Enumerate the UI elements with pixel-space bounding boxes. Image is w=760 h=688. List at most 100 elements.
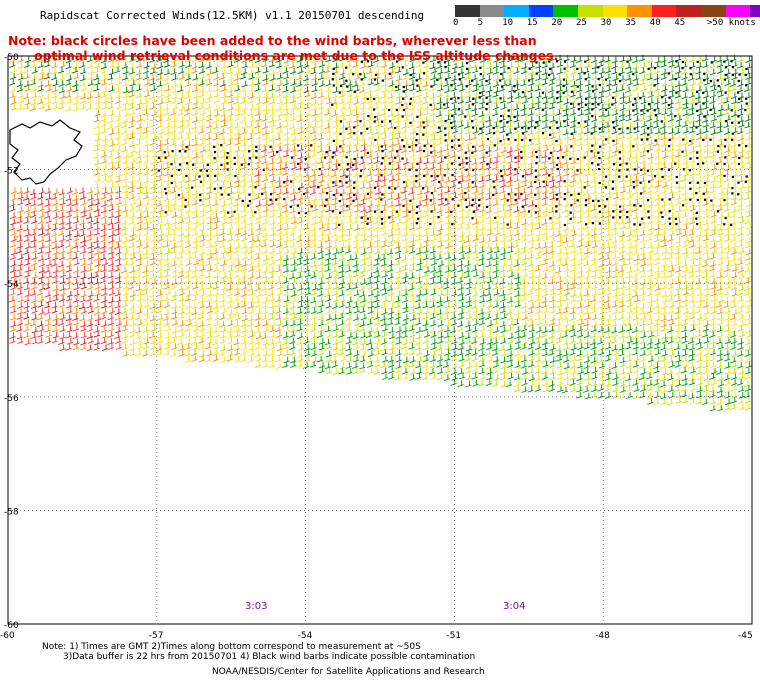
contamination-circle [465, 168, 468, 171]
contamination-circle [569, 211, 572, 214]
contamination-circle [702, 192, 705, 195]
contamination-circle [696, 151, 699, 154]
contamination-circle [723, 223, 726, 226]
contamination-circle [380, 162, 383, 165]
contamination-circle [352, 73, 355, 76]
contamination-circle [632, 103, 635, 106]
contamination-circle [534, 193, 537, 196]
contamination-circle [577, 108, 580, 111]
contamination-circle [366, 97, 369, 101]
contamination-circle [324, 204, 327, 207]
contamination-circle [444, 139, 447, 142]
contamination-circle [360, 132, 363, 135]
contamination-circle [507, 109, 510, 112]
contamination-circle [485, 108, 488, 111]
contamination-circle [556, 198, 559, 201]
contamination-circle [738, 144, 741, 147]
contamination-circle [563, 60, 566, 63]
contamination-circle [597, 78, 600, 81]
contamination-circle [373, 186, 376, 189]
contamination-circle [395, 85, 398, 89]
colorbar-swatch [676, 5, 701, 17]
contamination-circle [646, 199, 650, 202]
contamination-circle [220, 193, 223, 196]
contamination-circle [233, 162, 236, 165]
contamination-circle [534, 126, 537, 129]
contamination-circle [332, 84, 335, 87]
contamination-circle [352, 199, 355, 202]
contamination-circle [374, 138, 377, 141]
contamination-circle [653, 175, 657, 178]
contamination-circle [380, 198, 383, 201]
contamination-circle [591, 162, 594, 165]
contamination-circle [745, 102, 748, 105]
contamination-circle [451, 174, 454, 177]
contamination-circle [457, 97, 460, 100]
contamination-circle [478, 204, 481, 207]
contamination-circle [366, 60, 369, 63]
contamination-circle [702, 102, 705, 105]
contamination-circle [521, 138, 524, 142]
contamination-circle [619, 205, 622, 208]
contamination-circle [520, 193, 523, 196]
contamination-circle [737, 181, 740, 184]
contamination-circle [592, 199, 595, 202]
contamination-circle [471, 181, 474, 184]
contamination-circle [731, 121, 734, 124]
contamination-circle [402, 108, 406, 111]
contamination-circle [577, 192, 580, 195]
contamination-circle [723, 60, 726, 63]
contamination-circle [633, 97, 637, 100]
contamination-circle [724, 91, 727, 94]
contamination-circle [521, 205, 524, 208]
contamination-circle [632, 109, 635, 112]
colorbar-label: >50 knots [707, 18, 756, 28]
contamination-circle [178, 163, 182, 166]
contamination-circle [542, 180, 545, 183]
lat-lon-grid [8, 56, 752, 624]
contamination-circle [401, 115, 404, 118]
contamination-circle [409, 97, 412, 100]
contamination-circle [409, 102, 412, 105]
contamination-circle [437, 216, 440, 219]
contamination-circle [381, 193, 384, 196]
contamination-circle [744, 180, 747, 183]
contamination-circle [241, 199, 244, 202]
contamination-circle [360, 216, 363, 219]
contamination-circle [661, 175, 664, 179]
contamination-circle [359, 73, 362, 76]
contamination-circle [464, 151, 467, 154]
contamination-circle [506, 223, 509, 226]
map-frame [7, 55, 753, 625]
contamination-circle [332, 181, 335, 184]
contamination-circle [689, 157, 692, 160]
contamination-circle [416, 133, 419, 136]
contamination-circle [633, 204, 636, 207]
contamination-circle [541, 91, 544, 94]
contamination-circle [648, 180, 651, 183]
contamination-circle [157, 169, 160, 172]
contamination-circle [563, 180, 566, 183]
contamination-circle [661, 96, 664, 99]
latitude-label: -54 [4, 280, 19, 290]
contamination-circle [640, 109, 643, 112]
contamination-circle [556, 97, 559, 100]
contamination-circle [668, 217, 671, 220]
contamination-circle [457, 156, 461, 159]
contamination-circle [338, 223, 341, 226]
contamination-circle [165, 192, 168, 195]
contamination-circle [569, 217, 572, 220]
contamination-circle [401, 104, 404, 107]
contamination-circle [618, 157, 622, 160]
contamination-circle [338, 91, 341, 94]
contamination-circle [604, 186, 607, 189]
contamination-circle [436, 175, 439, 178]
contamination-circle [513, 115, 516, 119]
contamination-circle [541, 108, 544, 111]
contamination-circle [338, 200, 341, 203]
longitude-label: -57 [149, 631, 164, 641]
contamination-circle [563, 67, 566, 70]
longitude-label: -60 [0, 631, 15, 641]
contamination-circle [535, 72, 538, 75]
contamination-circle [332, 67, 335, 70]
